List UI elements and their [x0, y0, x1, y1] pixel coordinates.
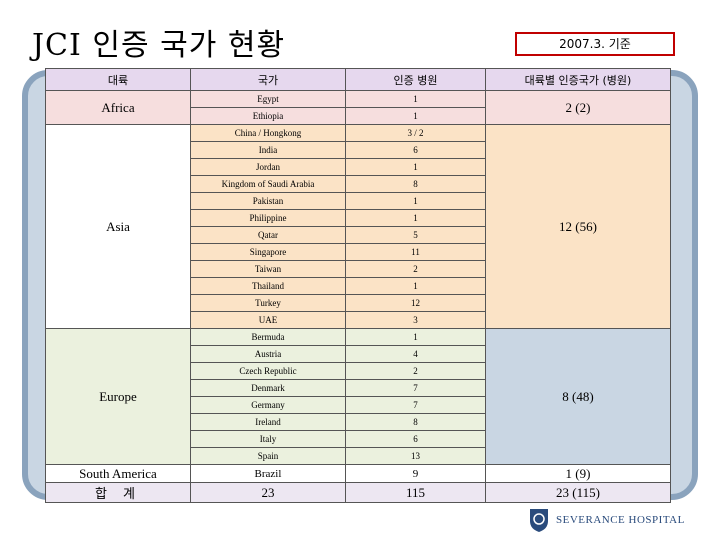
- country-cell: Denmark: [190, 379, 346, 397]
- count-cell: 7: [345, 396, 486, 414]
- table-row: Thailand 1: [46, 277, 671, 295]
- total-cell: 23: [190, 482, 346, 503]
- logo-emblem: [530, 509, 548, 532]
- table-row: UAE 3: [46, 311, 671, 329]
- table-row: Asia China / Hongkong 3 / 2 12 (56): [45, 124, 671, 329]
- count-cell: 2: [345, 362, 486, 380]
- continent-cell: Africa: [45, 90, 191, 125]
- count-cell: 7: [345, 379, 486, 397]
- table-row: Europe Bermuda 1 8 (48): [45, 328, 671, 465]
- count-cell: 4: [345, 345, 486, 363]
- column-header: 인증 병원: [345, 68, 486, 91]
- table-row: Czech Republic 2: [46, 362, 671, 380]
- country-cell: Austria: [190, 345, 346, 363]
- count-cell: 1: [345, 158, 486, 176]
- country-cell: Brazil: [190, 464, 346, 483]
- count-cell: 8: [345, 175, 486, 193]
- table-row: Spain 13: [46, 447, 671, 465]
- table-row: Ireland 8: [46, 413, 671, 431]
- count-cell: 5: [345, 226, 486, 244]
- table-row: Philippine 1: [46, 209, 671, 227]
- summary-cell: 2 (2): [485, 90, 671, 125]
- country-cell: Kingdom of Saudi Arabia: [190, 175, 346, 193]
- country-cell: Spain: [190, 447, 346, 465]
- count-cell: 6: [345, 430, 486, 448]
- slide-title: JCI 인증 국가 현황: [32, 28, 286, 63]
- country-cell: Jordan: [190, 158, 346, 176]
- count-cell: 9: [345, 464, 486, 483]
- total-cell: 23 (115): [485, 482, 671, 503]
- logo: SEVERANCE HOSPITAL: [528, 506, 685, 534]
- total-cell: 합 계: [45, 482, 191, 503]
- count-cell: 1: [345, 209, 486, 227]
- table-row: Italy 6: [46, 430, 671, 448]
- table-row: South America Brazil 9 1 (9): [45, 464, 671, 483]
- country-cell: Ethiopia: [190, 107, 346, 125]
- column-header: 대륙: [45, 68, 191, 91]
- continent-cell: Asia: [45, 124, 191, 329]
- date-box: 2007.3. 기준: [515, 32, 675, 56]
- count-cell: 13: [345, 447, 486, 465]
- country-cell: Germany: [190, 396, 346, 414]
- continent-cell: Europe: [45, 328, 191, 465]
- table-row: Jordan 1: [46, 158, 671, 176]
- count-cell: 3 / 2: [345, 124, 486, 142]
- summary-cell: 12 (56): [485, 124, 671, 329]
- count-cell: 11: [345, 243, 486, 261]
- total-row: 합 계 23 115 23 (115): [45, 482, 671, 503]
- count-cell: 1: [345, 277, 486, 295]
- country-cell: UAE: [190, 311, 346, 329]
- table-row: Austria 4: [46, 345, 671, 363]
- country-cell: Czech Republic: [190, 362, 346, 380]
- table-row: Turkey 12: [46, 294, 671, 312]
- country-cell: Philippine: [190, 209, 346, 227]
- count-cell: 2: [345, 260, 486, 278]
- summary-cell: 8 (48): [485, 328, 671, 465]
- hospital-table: 대륙 국가 인증 병원 대륙별 인증국가 (병원) Africa Egypt 1 2 (2)…: [45, 68, 671, 503]
- total-cell: 115: [345, 482, 486, 503]
- country-cell: Qatar: [190, 226, 346, 244]
- country-cell: India: [190, 141, 346, 159]
- table-row: Qatar 5: [46, 226, 671, 244]
- logo-text: SEVERANCE HOSPITAL: [556, 514, 685, 526]
- count-cell: 1: [345, 107, 486, 125]
- count-cell: 1: [345, 90, 486, 108]
- table-body: Africa Egypt 1 2 (2) Ethiopia 1 Asia China / Ho…: [45, 90, 671, 503]
- count-cell: 1: [345, 192, 486, 210]
- country-cell: Italy: [190, 430, 346, 448]
- column-header: 대륙별 인증국가 (병원): [485, 68, 671, 91]
- table-row: Africa Egypt 1 2 (2): [45, 90, 671, 125]
- country-cell: Ireland: [190, 413, 346, 431]
- summary-cell: 1 (9): [485, 464, 671, 483]
- table-row: Ethiopia 1: [46, 107, 671, 125]
- country-cell: Thailand: [190, 277, 346, 295]
- country-cell: Taiwan: [190, 260, 346, 278]
- count-cell: 12: [345, 294, 486, 312]
- country-cell: Egypt: [190, 90, 346, 108]
- column-header: 국가: [190, 68, 346, 91]
- table-row: Denmark 7: [46, 379, 671, 397]
- country-cell: Turkey: [190, 294, 346, 312]
- country-cell: China / Hongkong: [190, 124, 346, 142]
- count-cell: 6: [345, 141, 486, 159]
- count-cell: 1: [345, 328, 486, 346]
- country-cell: Bermuda: [190, 328, 346, 346]
- continent-cell: South America: [45, 464, 191, 483]
- country-cell: Pakistan: [190, 192, 346, 210]
- header-row: 대륙 국가 인증 병원 대륙별 인증국가 (병원): [45, 68, 671, 91]
- table-row: Kingdom of Saudi Arabia 8: [46, 175, 671, 193]
- count-cell: 3: [345, 311, 486, 329]
- table-row: Germany 7: [46, 396, 671, 414]
- country-cell: Singapore: [190, 243, 346, 261]
- count-cell: 8: [345, 413, 486, 431]
